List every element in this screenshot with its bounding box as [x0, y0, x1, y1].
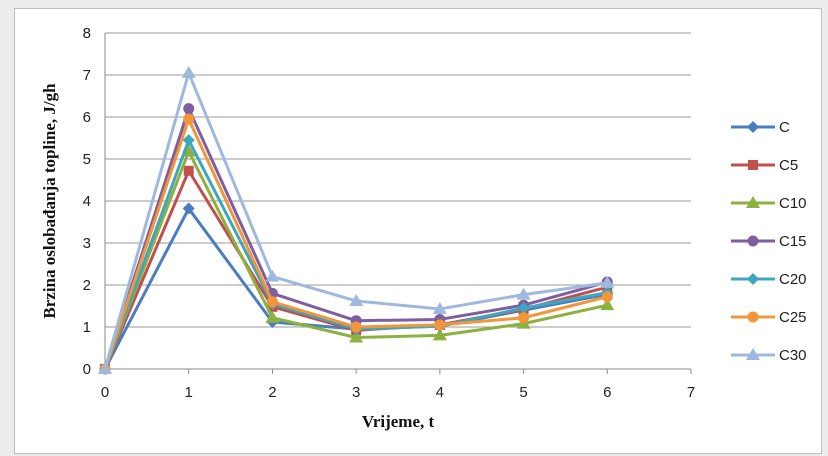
- y-tick-label: 5: [83, 151, 91, 168]
- data-point: [265, 310, 280, 323]
- y-tick-label: 8: [83, 25, 91, 42]
- data-point: [182, 134, 195, 147]
- data-point: [183, 113, 195, 125]
- data-point: [517, 302, 530, 315]
- legend-label: C15: [779, 233, 807, 250]
- data-point: [434, 319, 446, 331]
- x-tick-label: 4: [436, 384, 444, 401]
- data-point: [600, 298, 615, 311]
- y-tick-label: 2: [83, 277, 91, 294]
- legend-label: C25: [779, 309, 807, 326]
- legend-marker: [747, 235, 759, 247]
- series-C25: [99, 113, 613, 375]
- x-tick-label: 6: [603, 384, 611, 401]
- legend-label: C5: [779, 157, 798, 174]
- x-tick-label: 2: [268, 384, 276, 401]
- data-point: [349, 293, 364, 306]
- chart-frame: 0 1 2 3 4 5 6 7 8 0 1 2 3 4 5 6 7 C C5 C10 C15 C20 C25 C30 Vri…: [14, 8, 822, 454]
- legend-item: C30: [731, 347, 807, 364]
- x-tick-label: 7: [687, 384, 695, 401]
- gridlines: [105, 32, 691, 328]
- data-point: [181, 65, 196, 78]
- line-chart: 0 1 2 3 4 5 6 7 8 0 1 2 3 4 5 6 7 C C5 C10 C15 C20 C25 C30 Vri…: [40, 25, 807, 431]
- legend-item: C25: [731, 309, 807, 326]
- data-point: [349, 330, 364, 343]
- y-tick-label: 3: [83, 235, 91, 252]
- data-point: [600, 275, 615, 288]
- axes: 0 1 2 3 4 5 6 7 8 0 1 2 3 4 5 6 7: [83, 25, 696, 401]
- series-line: [103, 207, 608, 370]
- y-axis-title: Brzina oslobađanja topline, J/gh: [40, 83, 59, 319]
- x-tick-label: 5: [519, 384, 527, 401]
- data-point: [265, 269, 280, 282]
- legend-label: C10: [779, 195, 807, 212]
- x-axis-title: Vrijeme, t: [362, 412, 435, 431]
- data-point: [183, 165, 194, 176]
- series-C5: [100, 165, 613, 374]
- data-point: [98, 362, 112, 374]
- series-C: [99, 202, 614, 375]
- y-tick-label: 0: [83, 361, 91, 378]
- data-point: [516, 287, 531, 300]
- legend-label: C: [779, 119, 790, 136]
- legend: C C5 C10 C15 C20 C25 C30: [731, 119, 807, 364]
- data-point: [182, 202, 195, 215]
- legend-marker: [747, 273, 759, 285]
- legend-label: C30: [779, 347, 807, 364]
- legend-item: C15: [731, 233, 807, 250]
- legend-item: C10: [731, 195, 807, 212]
- data-point: [601, 291, 613, 303]
- y-tick-label: 4: [83, 193, 91, 210]
- data-point: [183, 103, 195, 115]
- y-tick-label: 7: [83, 67, 91, 84]
- data-point: [432, 328, 447, 341]
- data-point: [432, 301, 447, 314]
- legend-label: C20: [779, 271, 807, 288]
- data-point: [266, 296, 278, 308]
- x-tick-label: 1: [185, 384, 193, 401]
- data-point: [350, 321, 362, 333]
- series-lines: [98, 65, 615, 375]
- data-point: [518, 312, 530, 324]
- legend-marker: [747, 121, 759, 133]
- legend-item: C5: [731, 157, 798, 174]
- legend-item: C: [731, 119, 790, 136]
- x-tick-label: 3: [352, 384, 360, 401]
- legend-marker: [748, 160, 758, 170]
- legend-marker: [746, 348, 760, 360]
- legend-item: C20: [731, 271, 807, 288]
- legend-marker: [746, 196, 760, 208]
- x-tick-label: 0: [101, 384, 109, 401]
- series-C30: [98, 65, 615, 374]
- y-tick-label: 1: [83, 319, 91, 336]
- y-tick-label: 6: [83, 109, 91, 126]
- legend-marker: [747, 311, 759, 323]
